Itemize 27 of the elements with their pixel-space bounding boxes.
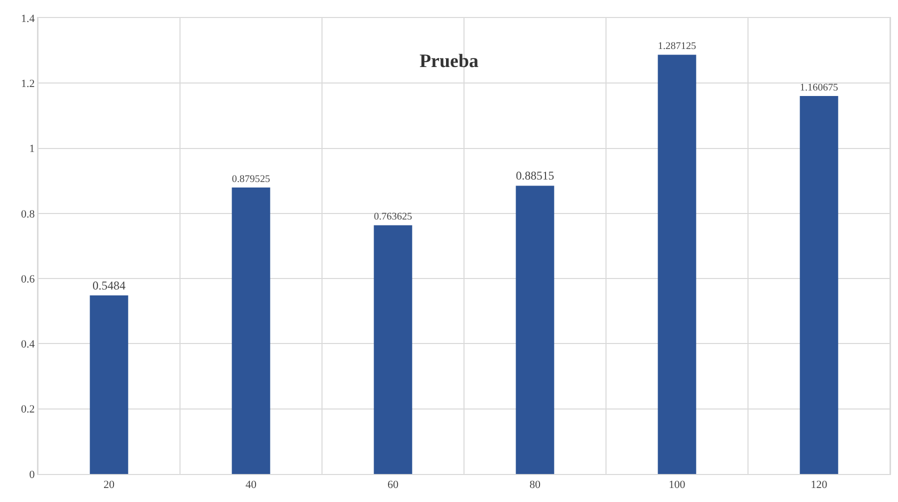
data-label: 1.160675 xyxy=(800,82,838,94)
x-tick-label: 40 xyxy=(246,479,257,492)
data-label: 1.287125 xyxy=(658,41,696,52)
x-tick-label: 60 xyxy=(388,479,399,492)
data-label: 0.763625 xyxy=(374,212,412,223)
y-tick-label: 0.2 xyxy=(21,404,35,416)
x-tick-label: 120 xyxy=(810,479,828,492)
bar xyxy=(658,54,696,474)
data-label: 0.88515 xyxy=(516,168,554,183)
data-label: 0.879525 xyxy=(232,174,270,185)
y-tick-label: 1.2 xyxy=(21,78,35,90)
bar xyxy=(232,188,270,474)
bar xyxy=(516,186,554,474)
x-tick-label: 20 xyxy=(104,479,115,492)
y-tick-label: 0.8 xyxy=(21,208,36,220)
y-tick-label: 1 xyxy=(29,143,35,156)
text: Prueba xyxy=(419,50,480,72)
y-tick-label: 0.6 xyxy=(21,273,36,286)
bar xyxy=(90,295,128,474)
x-tick-label: 100 xyxy=(668,479,686,492)
y-tick-label: 1.4 xyxy=(21,12,36,25)
y-tick-label: 0 xyxy=(29,468,36,481)
bar xyxy=(374,225,412,474)
data-label: 0.5484 xyxy=(92,278,126,292)
y-tick-label: 0.4 xyxy=(21,338,36,351)
x-tick-label: 80 xyxy=(530,479,541,492)
bar xyxy=(800,96,838,474)
